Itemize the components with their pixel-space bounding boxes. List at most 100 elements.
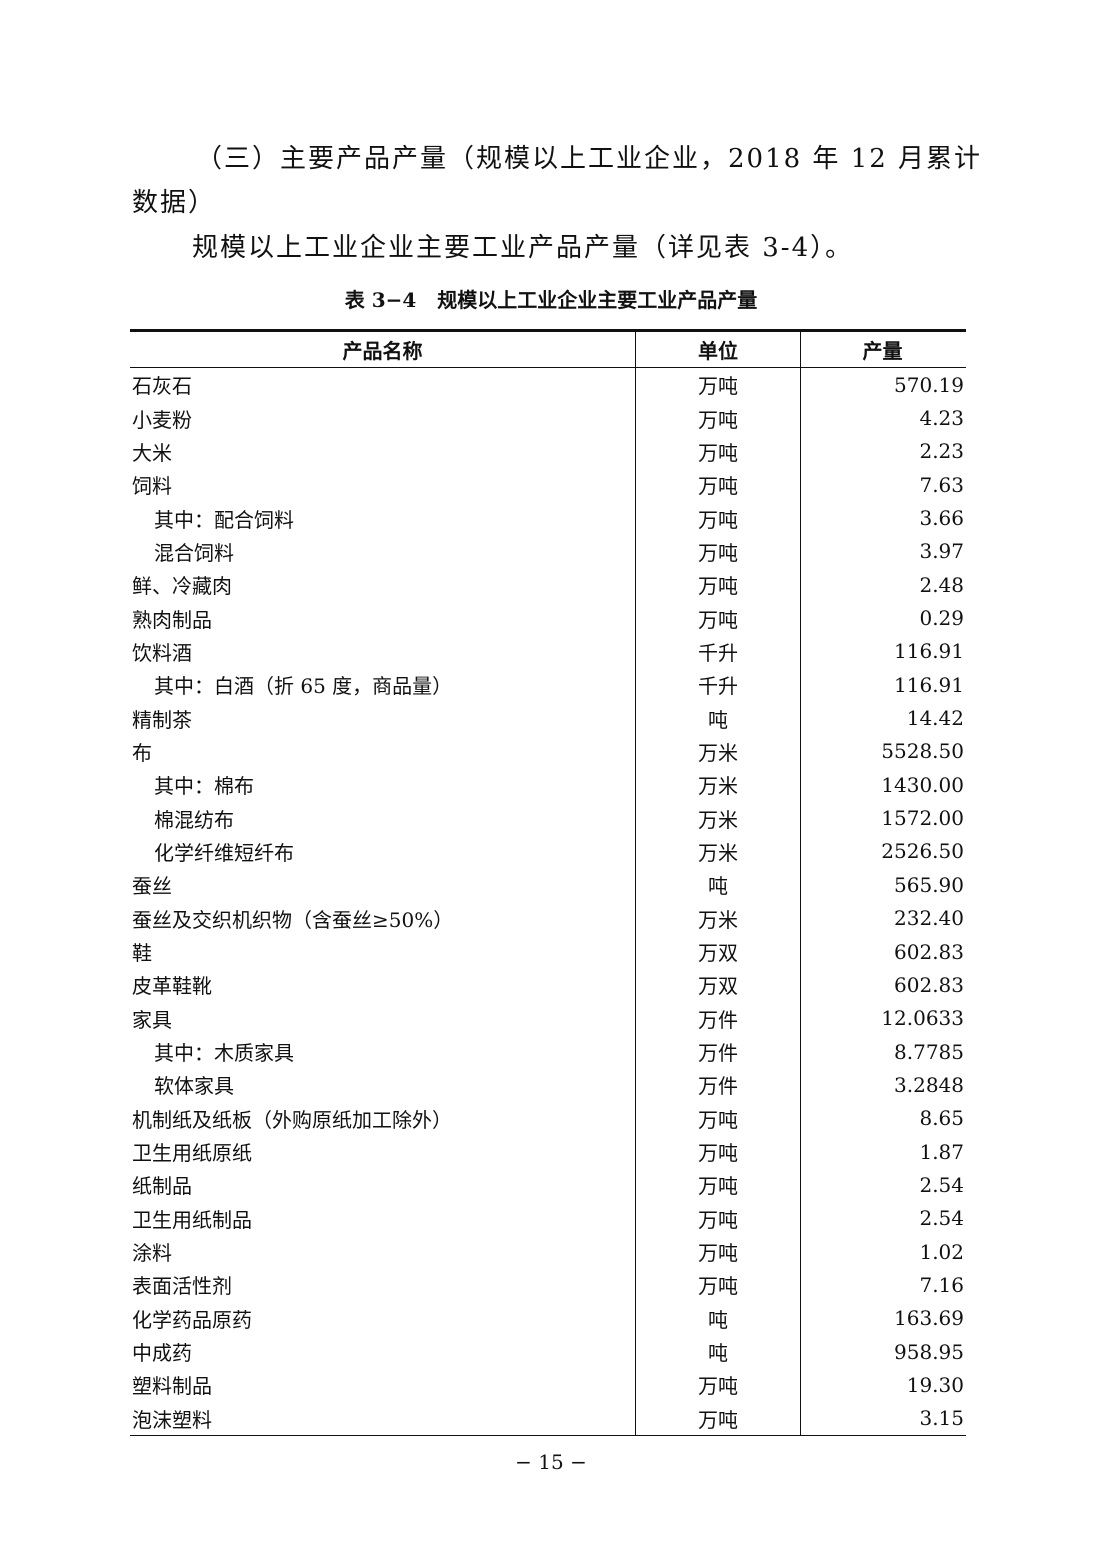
unit: 万吨 [636, 1134, 801, 1169]
output-value: 602.83 [894, 939, 964, 964]
product-name: 熟肉制品 [130, 601, 636, 635]
table-row: 其中：棉布 万米 1430.00 [130, 768, 966, 802]
table-row: 其中：配合饲料 万吨 3.66 [130, 501, 966, 535]
output-value: 7.16 [919, 1272, 964, 1297]
page-number: − 15 − [515, 1450, 587, 1474]
table-row: 纸制品 万吨 2.54 [130, 1168, 966, 1202]
product-name: 大米 [130, 434, 636, 469]
header-product-name: 产品名称 [130, 332, 636, 367]
unit: 吨 [636, 1301, 801, 1335]
table-row: 小麦粉 万吨 4.23 [130, 401, 966, 435]
unit: 万吨 [636, 468, 801, 502]
output-value: 3.15 [919, 1406, 964, 1431]
output-value: 3.97 [919, 539, 964, 564]
product-name: 棉混纺布 [130, 801, 636, 835]
output-value: 1.87 [919, 1139, 964, 1164]
table-row: 中成药吨 958.95 [130, 1334, 966, 1369]
output-value: 2.48 [919, 572, 964, 597]
table-row: 饮料酒 千升 116.91 [130, 634, 966, 669]
unit: 万米 [636, 734, 801, 769]
product-name: 卫生用纸原纸 [130, 1134, 636, 1169]
output-value: 2526.50 [881, 839, 964, 864]
output-value: 163.69 [894, 1306, 964, 1331]
header-unit: 单位 [636, 332, 801, 367]
header-output: 产量 [862, 339, 903, 363]
output-value: 958.95 [894, 1339, 964, 1364]
output-value: 116.91 [894, 639, 964, 664]
table-row: 化学纤维短纤布 万米 2526.50 [130, 834, 966, 869]
product-name: 软体家具 [130, 1068, 636, 1102]
output-value: 12.0633 [881, 1006, 964, 1031]
unit: 吨 [636, 701, 801, 735]
output-value: 4.23 [919, 406, 964, 431]
output-value: 2.23 [919, 439, 964, 464]
table-row: 混合饲料 万吨 3.97 [130, 534, 966, 569]
product-name: 化学纤维短纤布 [130, 834, 636, 869]
product-name: 塑料制品 [130, 1368, 636, 1402]
unit: 万吨 [636, 1101, 801, 1135]
unit: 万吨 [636, 601, 801, 635]
product-name: 石灰石 [130, 368, 636, 402]
unit: 万双 [636, 968, 801, 1002]
unit: 万吨 [636, 1401, 801, 1435]
product-name: 化学药品原药 [130, 1301, 636, 1335]
table-row: 鞋万双 602.83 [130, 934, 966, 969]
product-name: 中成药 [130, 1334, 636, 1369]
table-row: 熟肉制品 万吨 0.29 [130, 601, 966, 635]
output-value: 1.02 [919, 1239, 964, 1264]
unit: 万吨 [636, 501, 801, 535]
output-value: 2.54 [919, 1206, 964, 1231]
unit: 万吨 [636, 534, 801, 569]
product-name: 涂料 [130, 1234, 636, 1269]
unit: 万件 [636, 1034, 801, 1069]
product-name: 其中：棉布 [130, 768, 636, 802]
output-value: 3.66 [919, 506, 964, 531]
unit: 万吨 [636, 1368, 801, 1402]
output-value: 565.90 [894, 872, 964, 897]
product-output-table: 产品名称 单位 产量 石灰石 万吨 570.19 小麦粉 万吨 4.23 大米 万吨 2.23 饲… [130, 329, 966, 1436]
table-row: 机制纸及纸板（外购原纸加工除外） 万吨 8.65 [130, 1101, 966, 1135]
unit: 万米 [636, 901, 801, 935]
table-row: 家具 万件 12.0633 [130, 1001, 966, 1035]
product-name: 布 [130, 734, 636, 769]
output-value: 570.19 [894, 372, 964, 397]
table-row: 软体家具 万件 3.2848 [130, 1068, 966, 1102]
table-row: 泡沫塑料 万吨 3.15 [130, 1401, 966, 1435]
unit: 千升 [636, 668, 801, 702]
unit: 万吨 [636, 1234, 801, 1269]
unit: 万吨 [636, 1201, 801, 1235]
product-name: 卫生用纸制品 [130, 1201, 636, 1235]
unit: 万米 [636, 801, 801, 835]
product-name: 其中：木质家具 [130, 1034, 636, 1069]
output-value: 14.42 [906, 706, 964, 731]
table-row: 鲜、冷藏肉 万吨 2.48 [130, 568, 966, 602]
product-name: 泡沫塑料 [130, 1401, 636, 1435]
table-row: 蚕丝及交织机织物（含蚕丝≥50%） 万米 232.40 [130, 901, 966, 935]
unit: 万吨 [636, 368, 801, 402]
unit: 万吨 [636, 1268, 801, 1302]
table-row: 卫生用纸原纸 万吨 1.87 [130, 1134, 966, 1169]
output-value: 3.2848 [894, 1072, 964, 1097]
product-name: 蚕丝 [130, 868, 636, 902]
product-name: 其中：配合饲料 [130, 501, 636, 535]
product-name: 饲料 [130, 468, 636, 502]
table-body: 石灰石 万吨 570.19 小麦粉 万吨 4.23 大米 万吨 2.23 饲料 万吨 7.63 其中：配… [130, 368, 966, 1435]
table-row: 其中：木质家具 万件 8.7785 [130, 1034, 966, 1069]
unit: 万吨 [636, 434, 801, 469]
table-row: 化学药品原药吨 163.69 [130, 1301, 966, 1335]
output-value: 8.65 [919, 1106, 964, 1131]
section-heading: （三）主要产品产量（规模以上工业企业，2018 年 12 月累计 [196, 144, 983, 174]
product-name: 机制纸及纸板（外购原纸加工除外） [130, 1101, 636, 1135]
unit: 万米 [636, 834, 801, 869]
product-name: 纸制品 [130, 1168, 636, 1202]
unit: 万件 [636, 1001, 801, 1035]
output-value: 116.91 [894, 672, 964, 697]
output-value: 602.83 [894, 972, 964, 997]
unit: 万双 [636, 934, 801, 969]
unit: 万吨 [636, 401, 801, 435]
output-value: 7.63 [919, 472, 964, 497]
table-header: 产品名称 单位 产量 [130, 332, 966, 368]
table-row: 蚕丝吨 565.90 [130, 868, 966, 902]
table-row: 卫生用纸制品 万吨 2.54 [130, 1201, 966, 1235]
product-name: 小麦粉 [130, 401, 636, 435]
